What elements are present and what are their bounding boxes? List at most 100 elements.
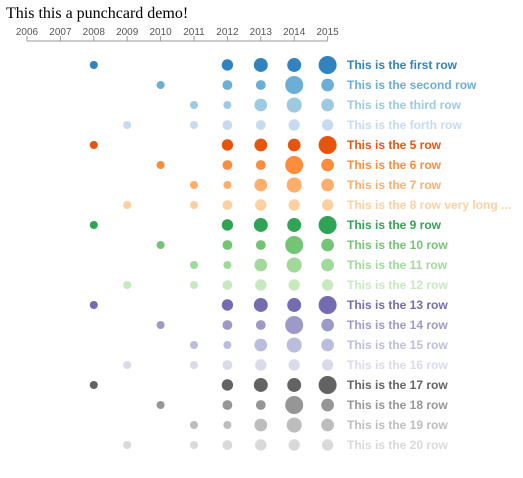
data-point	[285, 76, 304, 94]
data-point	[189, 340, 199, 350]
data-point	[255, 439, 267, 451]
data-point	[321, 238, 334, 252]
data-point	[222, 200, 233, 210]
data-point	[189, 440, 199, 450]
data-point	[321, 258, 334, 272]
data-point	[255, 240, 266, 250]
data-point	[222, 280, 233, 290]
row-label: This is the 8 row very long ...	[347, 198, 511, 212]
x-tick-label: 2015	[316, 27, 339, 38]
data-point	[89, 300, 98, 310]
data-point	[123, 440, 132, 450]
data-point	[89, 60, 98, 70]
data-point	[318, 216, 337, 234]
x-tick-label: 2007	[49, 27, 72, 38]
data-point	[89, 220, 98, 230]
data-point	[222, 160, 233, 170]
data-point	[222, 80, 233, 90]
data-point	[321, 178, 334, 192]
data-point	[156, 160, 165, 170]
data-point	[221, 139, 234, 151]
data-point	[223, 260, 232, 270]
row-label: This is the 15 row	[347, 338, 448, 352]
data-point	[321, 119, 334, 131]
data-point	[189, 360, 199, 370]
data-point	[254, 98, 268, 112]
data-point	[288, 119, 300, 131]
row-label: This is the 16 row	[347, 358, 448, 372]
data-point	[254, 138, 268, 152]
row-label: This is the 9 row	[347, 218, 442, 232]
row-label: This is the 7 row	[347, 178, 442, 192]
data-point	[189, 100, 199, 110]
data-point	[321, 279, 334, 291]
data-point	[255, 160, 266, 170]
row-label: This is the 12 row	[347, 278, 448, 292]
data-point	[189, 280, 199, 290]
data-point	[123, 280, 132, 290]
row-label: This is the forth row	[347, 118, 462, 132]
data-point	[321, 418, 334, 432]
data-point	[286, 177, 302, 193]
data-point	[89, 140, 98, 150]
data-point	[253, 378, 268, 392]
row-label: This is the second row	[347, 78, 477, 92]
data-point	[221, 219, 234, 231]
x-tick-label: 2011	[183, 27, 205, 38]
data-point	[318, 376, 337, 394]
data-point	[222, 320, 233, 330]
data-point	[288, 199, 300, 211]
data-point	[222, 240, 233, 250]
data-point	[321, 359, 334, 371]
data-point	[321, 199, 334, 211]
data-point	[318, 136, 337, 154]
data-point	[286, 337, 302, 353]
x-tick-label: 2012	[216, 27, 239, 38]
row-label: This is the first row	[347, 58, 458, 72]
data-point	[255, 400, 266, 410]
row-label: This is the 11 row	[347, 258, 448, 272]
row-label: This is the 17 row	[347, 378, 448, 392]
data-point	[255, 199, 267, 211]
data-point	[288, 359, 300, 371]
data-point	[321, 318, 334, 332]
data-point	[156, 240, 165, 250]
row-label: This is the 6 row	[347, 158, 442, 172]
data-point	[321, 398, 334, 412]
row-label: This is the 13 row	[347, 298, 448, 312]
data-point	[189, 180, 199, 190]
data-point	[223, 180, 232, 190]
data-point	[318, 56, 337, 74]
row-label: This is the 10 row	[347, 238, 448, 252]
chart-title: This this a punchcard demo!	[6, 5, 189, 22]
data-point	[221, 299, 234, 311]
data-point	[255, 320, 266, 330]
x-tick-label: 2006	[16, 27, 39, 38]
data-point	[286, 257, 302, 273]
row-label: This is the 19 row	[347, 418, 448, 432]
row-label: This is the third row	[347, 98, 462, 112]
data-point	[221, 379, 234, 391]
data-point	[222, 440, 233, 450]
row-label: This is the 20 row	[347, 438, 448, 452]
data-point	[285, 396, 304, 414]
data-point	[189, 260, 199, 270]
data-point	[287, 138, 301, 152]
x-tick-label: 2014	[283, 27, 306, 38]
data-point	[318, 296, 337, 314]
data-point	[254, 258, 268, 272]
data-point	[285, 316, 304, 334]
data-point	[253, 58, 268, 72]
data-point	[156, 400, 165, 410]
data-point	[255, 80, 266, 90]
data-point	[285, 156, 304, 174]
data-point	[285, 236, 304, 254]
data-point	[123, 360, 132, 370]
data-point	[221, 59, 234, 71]
data-point	[223, 100, 232, 110]
data-point	[287, 298, 302, 312]
data-point	[123, 120, 132, 130]
data-point	[287, 58, 302, 72]
data-point	[321, 439, 334, 451]
